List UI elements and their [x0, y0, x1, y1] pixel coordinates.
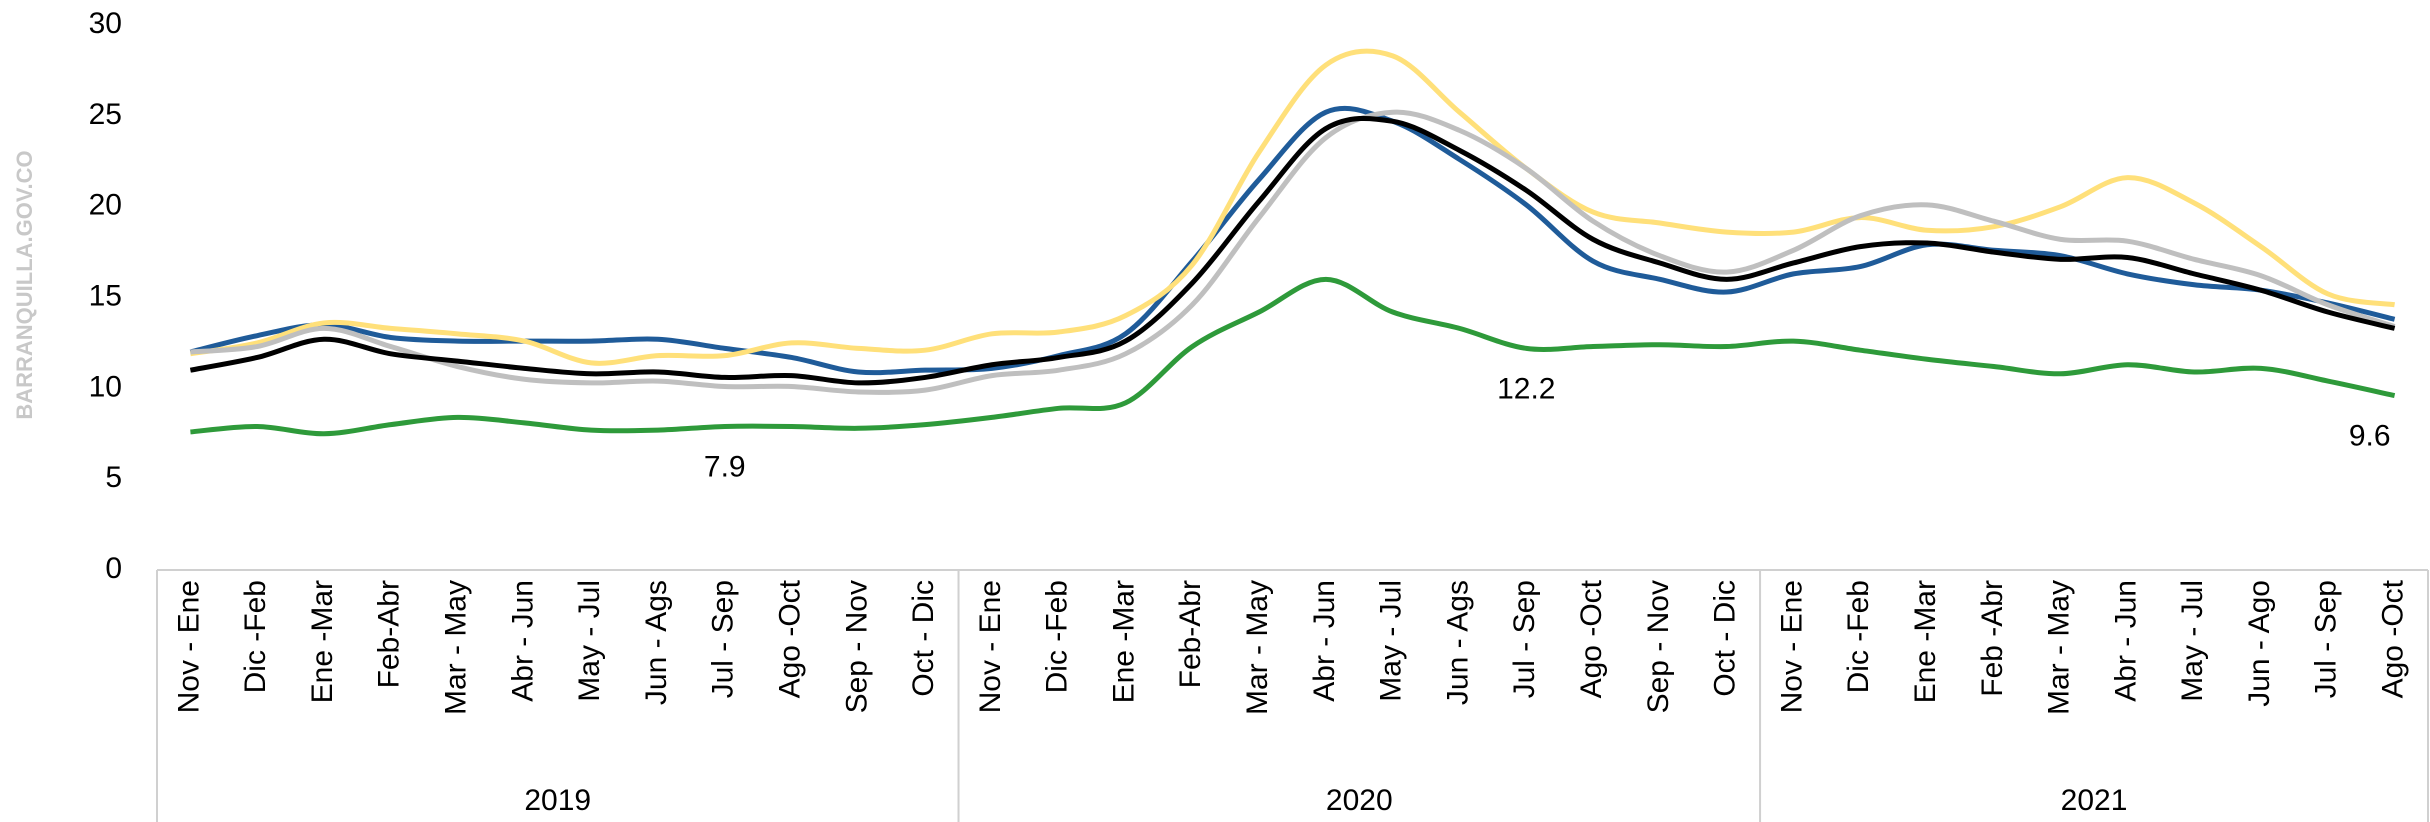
x-tick-label: Jul - Sep [1508, 580, 1541, 698]
data-label: 9.6 [2349, 420, 2391, 453]
x-tick-label: May - Jul [1375, 580, 1408, 702]
x-tick-label: Ene -Mar [306, 580, 339, 703]
y-tick-label: 25 [89, 98, 122, 131]
group-label: 2019 [524, 784, 591, 817]
x-tick-label: Ago -Oct [1575, 579, 1608, 698]
x-tick-label: Nov - Ene [172, 580, 205, 713]
y-tick-label: 30 [89, 7, 122, 40]
series-line [190, 109, 2396, 395]
x-tick-label: Ene -Mar [1909, 580, 1942, 703]
y-tick-label: 20 [89, 189, 122, 222]
y-tick-label: 10 [89, 370, 122, 403]
x-tick-label: Oct - Dic [907, 580, 940, 697]
x-tick-label: May - Jul [573, 580, 606, 702]
x-tick-label: Abr - Jun [2109, 580, 2142, 702]
x-tick-label: Feb-Abr [373, 580, 406, 688]
series-line [190, 276, 2396, 437]
x-tick-label: Sep - Nov [840, 580, 873, 713]
y-tick-label: 5 [105, 461, 122, 494]
series-line [189, 48, 2396, 366]
x-tick-label: Feb-Abr [1174, 580, 1207, 688]
x-tick-label: Feb -Abr [1976, 580, 2009, 697]
x-tick-label: Nov - Ene [1775, 580, 1808, 713]
x-tick-label: Abr - Jun [506, 580, 539, 702]
x-tick-label: Mar - May [1241, 580, 1274, 715]
x-tick-label: Nov - Ene [974, 580, 1007, 713]
y-tick-label: 15 [89, 279, 122, 312]
x-tick-label: Jun - Ags [1441, 580, 1474, 705]
x-tick-label: Jul - Sep [707, 580, 740, 698]
watermark: BARRANQUILLA.GOV.CO [12, 150, 37, 419]
x-tick-label: Jul - Sep [2310, 580, 2343, 698]
x-tick-label: Sep - Nov [1642, 580, 1675, 713]
y-tick-label: 0 [105, 552, 122, 585]
x-tick-label: Mar - May [439, 580, 472, 715]
x-tick-label: Dic -Feb [239, 580, 272, 693]
x-tick-label: Mar - May [2043, 580, 2076, 715]
x-tick-label: Jun - Ago [2243, 580, 2276, 707]
x-tick-label: May - Jul [2176, 580, 2209, 702]
group-label: 2021 [2061, 784, 2128, 817]
data-label: 12.2 [1497, 372, 1555, 405]
x-tick-label: Dic -Feb [1842, 580, 1875, 693]
x-tick-label: Oct - Dic [1709, 580, 1742, 697]
x-tick-label: Dic -Feb [1041, 580, 1074, 693]
x-tick-label: Jun - Ags [640, 580, 673, 705]
x-tick-label: Ene -Mar [1107, 580, 1140, 703]
group-label: 2020 [1326, 784, 1393, 817]
series-line [189, 115, 2396, 386]
x-tick-label: Abr - Jun [1308, 580, 1341, 702]
x-tick-label: Ago -Oct [773, 579, 806, 698]
data-label: 7.9 [704, 450, 746, 483]
x-tick-label: Ago -Oct [2377, 579, 2410, 698]
series-line [189, 105, 2396, 376]
